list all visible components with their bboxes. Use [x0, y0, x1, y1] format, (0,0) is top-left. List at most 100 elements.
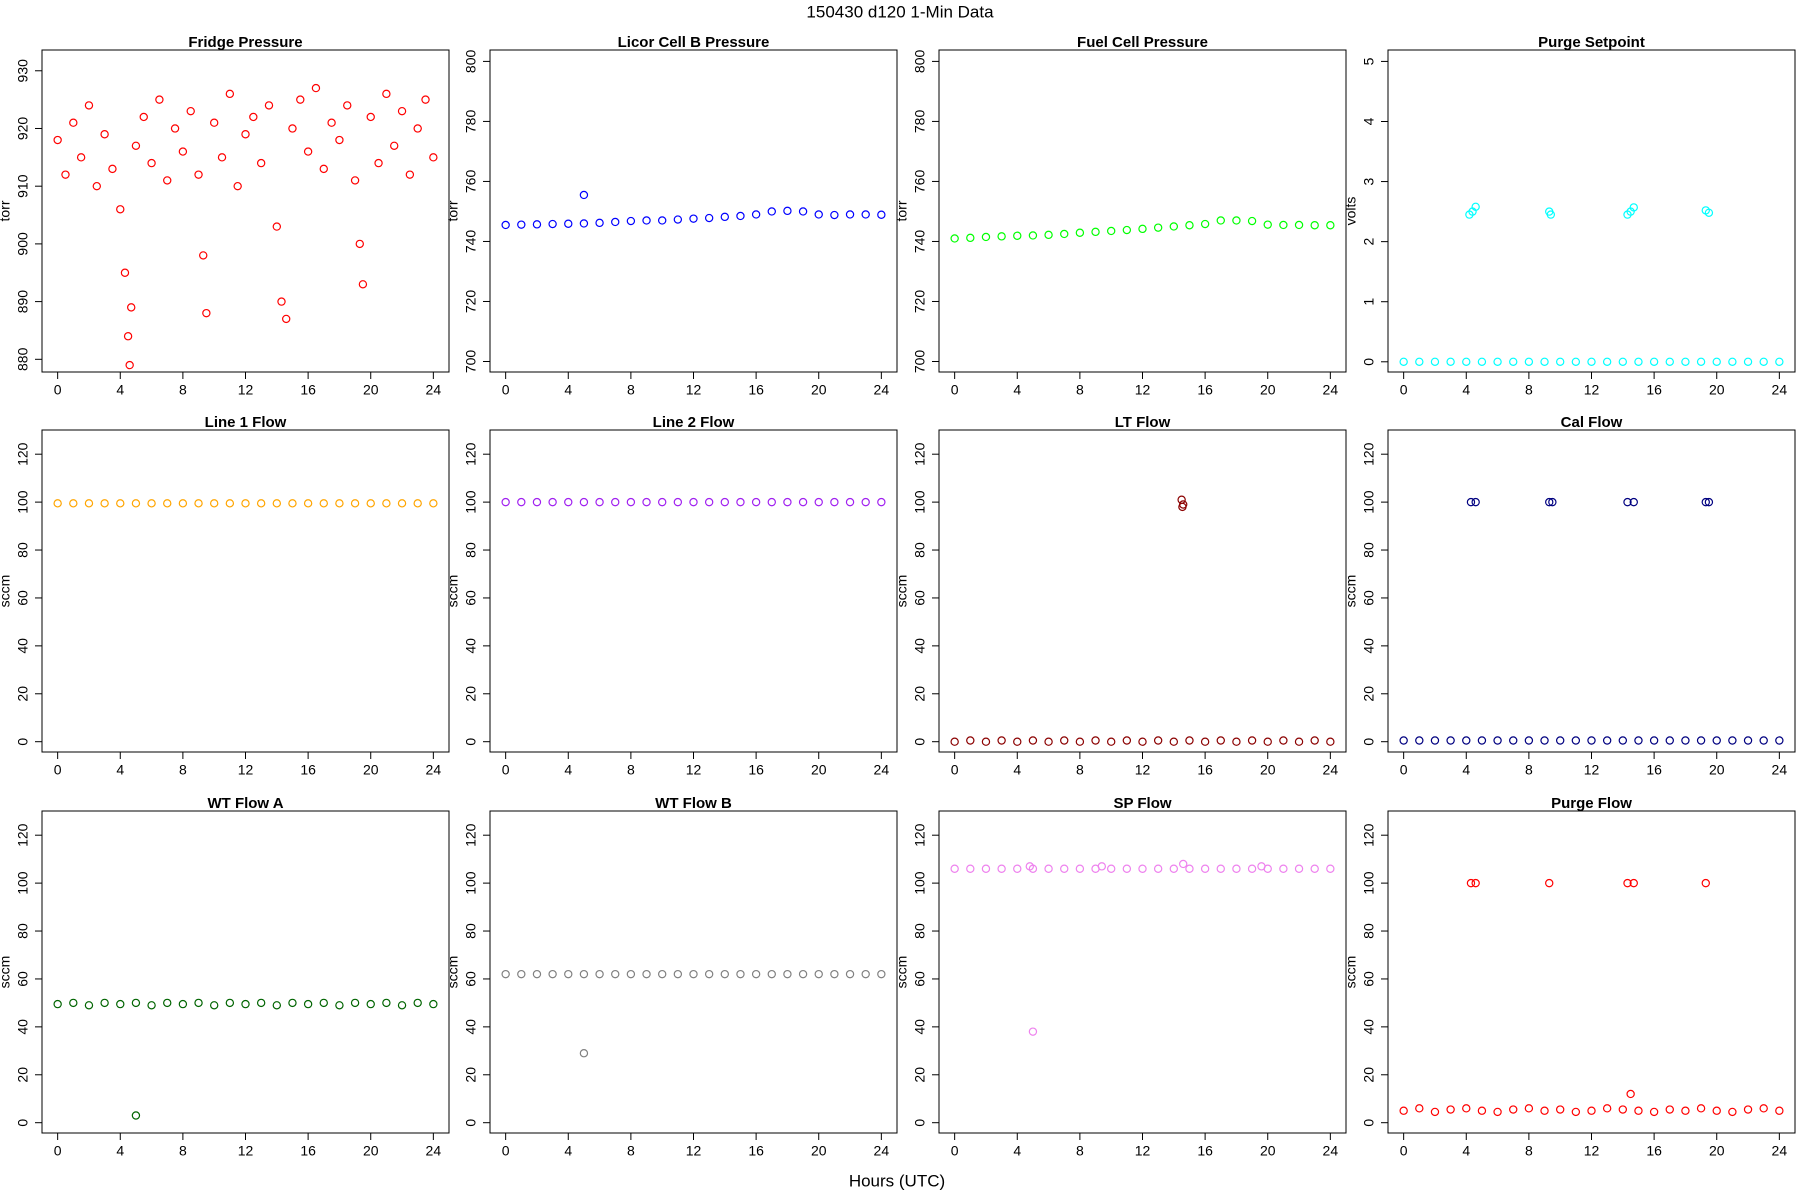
point	[1106, 737, 1116, 746]
y-tick-label: 20	[15, 1067, 31, 1083]
point	[241, 999, 250, 1009]
point	[966, 736, 975, 745]
y-tick-label: 4	[1361, 117, 1377, 125]
x-tick-label: 4	[1013, 382, 1021, 398]
point	[579, 190, 589, 200]
point	[1466, 497, 1476, 507]
point	[517, 497, 526, 507]
x-tick-label: 12	[1584, 1143, 1600, 1159]
x-tick-label: 24	[426, 1143, 442, 1159]
point	[1649, 1107, 1659, 1117]
point	[282, 314, 291, 324]
point	[249, 112, 258, 122]
y-tick-label: 0	[463, 1119, 479, 1127]
x-tick-label: 20	[811, 382, 827, 398]
point	[689, 969, 698, 979]
y-tick-label: 40	[1361, 1019, 1377, 1035]
x-tick-label: 8	[627, 1143, 635, 1159]
x-tick-label: 24	[1772, 762, 1788, 778]
y-tick-label: 100	[1361, 490, 1377, 514]
point	[532, 220, 542, 229]
point	[382, 89, 391, 99]
point	[1178, 500, 1188, 509]
point	[1153, 223, 1163, 232]
point	[1623, 497, 1632, 507]
point	[501, 220, 510, 230]
point	[170, 124, 180, 133]
point	[1075, 228, 1085, 237]
point	[413, 998, 422, 1008]
plot-frame	[938, 810, 1347, 1134]
point	[1759, 1104, 1768, 1113]
y-axis-label: sccm	[894, 575, 910, 608]
point	[296, 95, 305, 104]
y-tick-label: 100	[15, 871, 31, 895]
point	[830, 497, 839, 507]
y-tick-label: 890	[15, 290, 31, 314]
point	[1634, 736, 1643, 745]
point	[147, 1001, 156, 1010]
point	[303, 499, 313, 508]
point	[595, 497, 604, 507]
x-tick-label: 4	[564, 382, 572, 398]
point	[131, 141, 141, 150]
plot-frame	[938, 49, 1347, 373]
x-tick-label: 8	[179, 762, 187, 778]
point	[178, 499, 188, 508]
x-tick-label: 4	[1462, 762, 1470, 778]
x-tick-label: 16	[748, 1143, 764, 1159]
x-tick-label: 24	[1772, 1143, 1788, 1159]
x-tick-label: 4	[116, 1143, 124, 1159]
x-tick-label: 12	[1584, 762, 1600, 778]
point	[1028, 736, 1038, 745]
point	[548, 219, 557, 229]
point	[1626, 1089, 1635, 1099]
x-tick-label: 24	[426, 762, 442, 778]
point	[1153, 736, 1163, 745]
point	[429, 999, 438, 1009]
y-tick-label: 40	[1361, 638, 1377, 654]
point	[1247, 216, 1257, 226]
point	[1493, 357, 1502, 366]
point	[155, 95, 164, 104]
y-tick-label: 60	[912, 590, 928, 606]
y-axis-label: torr	[0, 200, 13, 221]
point	[626, 216, 636, 226]
point	[1775, 357, 1784, 366]
point	[1075, 864, 1085, 873]
point	[579, 219, 589, 228]
x-tick-label: 24	[874, 762, 890, 778]
point	[1399, 357, 1408, 366]
x-tick-label: 20	[1709, 1143, 1725, 1159]
point	[1415, 357, 1424, 366]
point	[84, 499, 94, 508]
y-tick-label: 60	[15, 590, 31, 606]
point	[1571, 1107, 1581, 1117]
y-tick-label: 900	[15, 232, 31, 256]
x-tick-label: 8	[1076, 1143, 1084, 1159]
point	[981, 737, 991, 746]
y-tick-label: 100	[15, 490, 31, 514]
panel-title: Fuel Cell Pressure	[1077, 34, 1208, 51]
x-tick-label: 20	[1709, 762, 1725, 778]
point	[147, 158, 156, 168]
point	[108, 164, 117, 174]
point	[1462, 736, 1471, 745]
point	[1122, 736, 1132, 745]
point	[1279, 736, 1288, 745]
x-tick-label: 16	[300, 382, 316, 398]
point	[1775, 1106, 1784, 1115]
plot-frame	[1387, 429, 1796, 753]
plot-frame	[489, 429, 898, 753]
x-tick-label: 0	[54, 762, 62, 778]
point	[120, 268, 130, 277]
point	[92, 181, 101, 191]
point	[1263, 864, 1272, 873]
point	[311, 83, 321, 93]
point	[1326, 737, 1335, 746]
point	[217, 153, 227, 162]
point	[751, 497, 761, 507]
point	[53, 499, 62, 508]
y-tick-label: 100	[463, 871, 479, 895]
